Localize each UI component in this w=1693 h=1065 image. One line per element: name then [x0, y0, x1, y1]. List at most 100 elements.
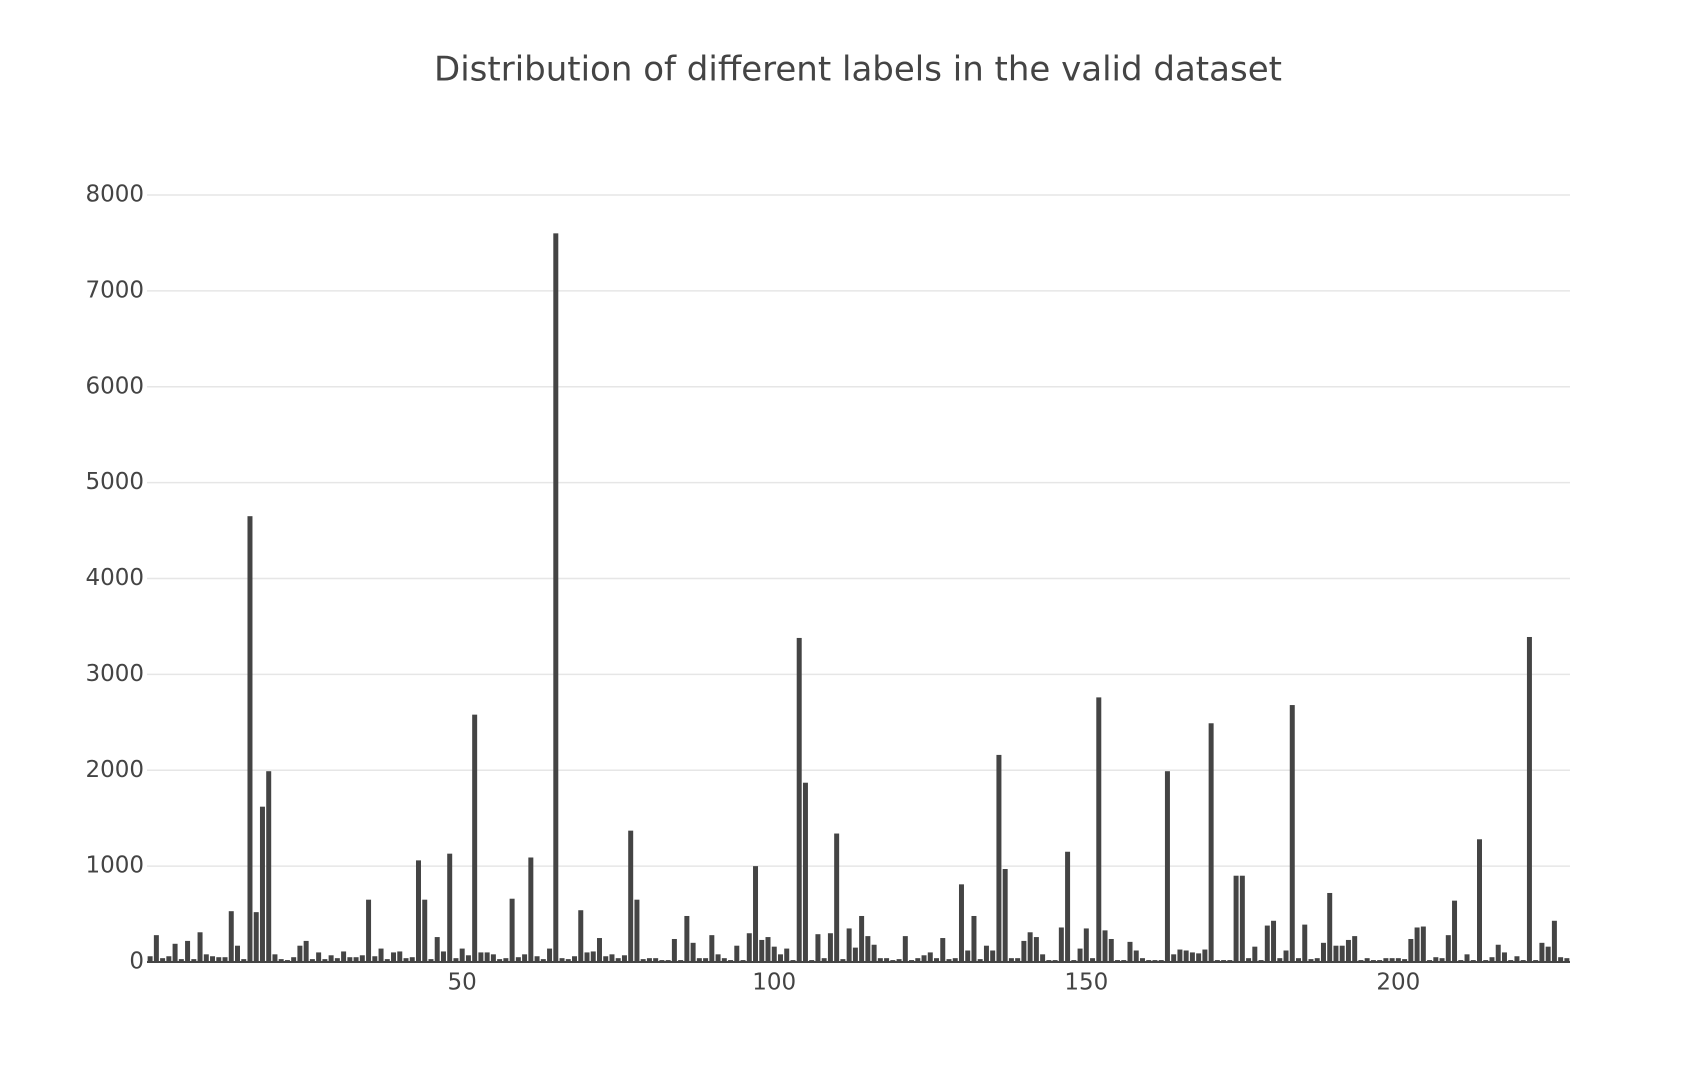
bar [228, 911, 234, 962]
bar [934, 958, 940, 962]
bar [1564, 958, 1570, 962]
bar [765, 937, 771, 962]
bar [534, 956, 540, 962]
bar [372, 956, 378, 962]
bar [759, 939, 765, 962]
y-tick-label: 3000 [85, 661, 144, 687]
bar [1395, 958, 1401, 962]
bar [422, 899, 428, 962]
bar [1345, 939, 1351, 962]
bar [821, 958, 827, 962]
bar [1314, 958, 1320, 962]
bar [1264, 925, 1270, 962]
bar [965, 950, 971, 962]
bar [216, 957, 222, 962]
bar [553, 233, 559, 963]
bar [1108, 938, 1114, 962]
bar [1539, 942, 1545, 962]
y-tick-label: 7000 [85, 277, 144, 303]
bar [1408, 938, 1414, 962]
bar [940, 938, 946, 962]
bar [1015, 958, 1021, 962]
bar [584, 952, 590, 962]
bar [1177, 949, 1183, 962]
bar [977, 959, 983, 962]
bar [353, 957, 359, 962]
bar [1164, 771, 1170, 962]
bar [796, 637, 802, 962]
bar [1065, 851, 1071, 962]
bar [846, 928, 852, 962]
bar [1202, 949, 1208, 962]
bar [802, 782, 808, 962]
bar [409, 957, 415, 962]
bar [1008, 958, 1014, 962]
bar [403, 958, 409, 962]
x-tick-label: 150 [1064, 970, 1108, 996]
bar [709, 935, 715, 962]
bar [653, 958, 659, 962]
bar [316, 952, 322, 962]
bar [484, 952, 490, 962]
bar [634, 899, 640, 962]
bar [1233, 875, 1239, 962]
y-tick-label: 4000 [85, 565, 144, 591]
bar [640, 959, 646, 962]
bar [153, 935, 159, 962]
bar [1364, 958, 1370, 962]
bar [547, 948, 553, 962]
bar [1526, 636, 1532, 962]
bar [1208, 723, 1214, 962]
bar [191, 959, 197, 962]
bar [927, 952, 933, 962]
bar [1127, 941, 1133, 962]
bar [1439, 958, 1445, 962]
bar [628, 830, 634, 962]
y-tick-label: 8000 [85, 182, 144, 208]
bar [827, 933, 833, 962]
bar [1420, 926, 1426, 962]
bar [1189, 952, 1195, 962]
bar [877, 958, 883, 962]
bar [1452, 900, 1458, 962]
bar [609, 954, 615, 962]
bar [696, 958, 702, 962]
bar [203, 954, 209, 962]
bar [253, 912, 259, 962]
bar [1558, 957, 1564, 962]
bar [1183, 950, 1189, 962]
bar [859, 915, 865, 962]
bar [490, 954, 496, 962]
bar [147, 956, 153, 962]
x-tick-label: 50 [448, 970, 477, 996]
bar [472, 714, 478, 962]
bar [328, 955, 334, 962]
bar [958, 884, 964, 962]
bar [428, 959, 434, 962]
bar [896, 959, 902, 962]
bar [453, 958, 459, 962]
bar [478, 952, 484, 962]
bar [241, 959, 247, 962]
bar [1040, 954, 1046, 962]
bar [1077, 948, 1083, 962]
bar [334, 958, 340, 962]
bar [690, 942, 696, 962]
bar [272, 954, 278, 962]
bar [160, 958, 166, 962]
bar [1239, 875, 1245, 962]
bar [1196, 953, 1202, 962]
bar [1389, 958, 1395, 962]
bar [1352, 936, 1358, 962]
bar [1339, 945, 1345, 962]
bar [983, 945, 989, 962]
bar [1021, 940, 1027, 962]
y-tick-label: 5000 [85, 469, 144, 495]
bar [721, 958, 727, 962]
bar [509, 898, 515, 962]
bar [646, 958, 652, 962]
bar [1445, 935, 1451, 962]
bar [303, 940, 309, 962]
